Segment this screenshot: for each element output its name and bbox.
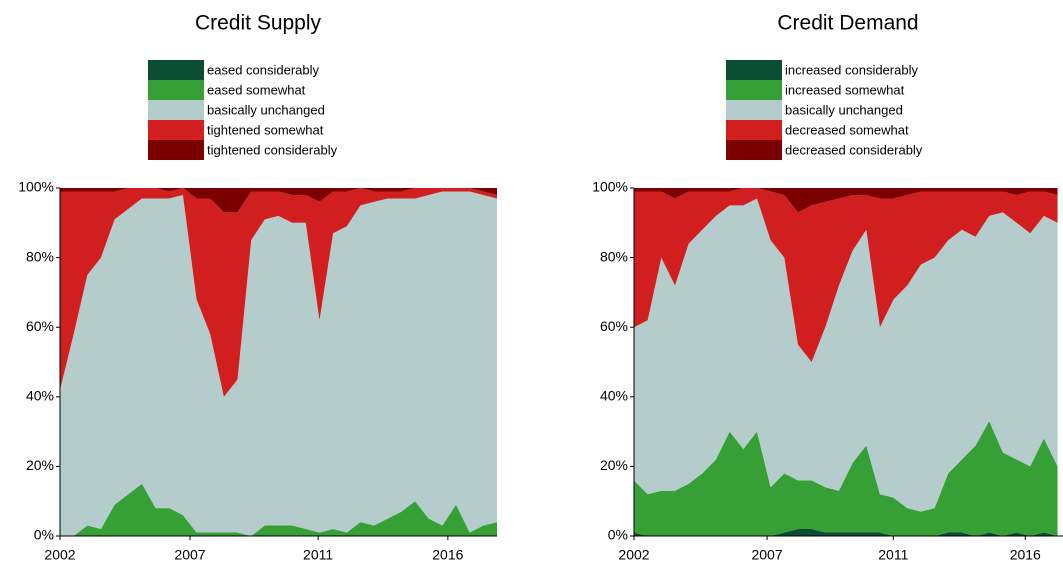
x-tick-label: 2007 <box>174 547 205 563</box>
x-tick-label: 2002 <box>618 547 649 563</box>
legend-swatch <box>726 60 782 80</box>
legend-label: eased considerably <box>207 62 320 77</box>
legend-label: basically unchanged <box>207 102 325 117</box>
legend-label: tightened somewhat <box>207 122 324 137</box>
area <box>60 188 497 213</box>
legend-swatch <box>148 60 204 80</box>
area <box>634 188 1058 213</box>
x-tick-label: 2016 <box>432 547 463 563</box>
legend-swatch <box>726 80 782 100</box>
legend-label: increased somewhat <box>785 82 905 97</box>
y-tick-label: 20% <box>26 457 54 473</box>
legend-swatch <box>726 120 782 140</box>
legend-swatch <box>148 120 204 140</box>
y-tick-label: 100% <box>18 179 54 195</box>
y-tick-label: 60% <box>600 318 628 334</box>
x-tick-label: 2011 <box>303 547 333 563</box>
legend-label: basically unchanged <box>785 102 903 117</box>
y-tick-label: 80% <box>26 248 54 264</box>
legend-label: eased somewhat <box>207 82 306 97</box>
legend-swatch <box>148 100 204 120</box>
area <box>60 483 497 536</box>
area <box>634 188 1058 362</box>
x-tick-label: 2011 <box>878 547 908 563</box>
legend-swatch <box>726 100 782 120</box>
y-tick-label: 40% <box>26 388 54 404</box>
y-tick-label: 20% <box>600 457 628 473</box>
legend-label: increased considerably <box>785 62 918 77</box>
chart: Credit Demand 0% 20% 40% 60% 80% 100% 2002 2007 2… <box>592 12 1063 563</box>
area <box>60 188 497 397</box>
legend-swatch <box>148 140 204 160</box>
y-tick-label: 0% <box>608 527 628 543</box>
area <box>60 191 497 537</box>
chart-title: Credit Demand <box>777 12 918 35</box>
legend-label: decreased somewhat <box>785 122 909 137</box>
y-tick-label: 80% <box>600 248 628 264</box>
x-tick-label: 2002 <box>44 547 75 563</box>
chart-title: Credit Supply <box>195 12 322 35</box>
area <box>634 421 1058 536</box>
legend-swatch <box>148 80 204 100</box>
x-tick-label: 2016 <box>1010 547 1041 563</box>
y-tick-label: 100% <box>592 179 628 195</box>
legend-label: decreased considerably <box>785 142 923 157</box>
legend-label: tightened considerably <box>207 142 338 157</box>
x-tick-label: 2007 <box>751 547 782 563</box>
y-tick-label: 0% <box>34 527 54 543</box>
y-tick-label: 60% <box>26 318 54 334</box>
chart: Credit Supply 0% 20% 40% 60% 80% 100% 2002 2007 2… <box>18 12 497 563</box>
y-tick-label: 40% <box>600 388 628 404</box>
legend-swatch <box>726 140 782 160</box>
area <box>634 198 1058 512</box>
